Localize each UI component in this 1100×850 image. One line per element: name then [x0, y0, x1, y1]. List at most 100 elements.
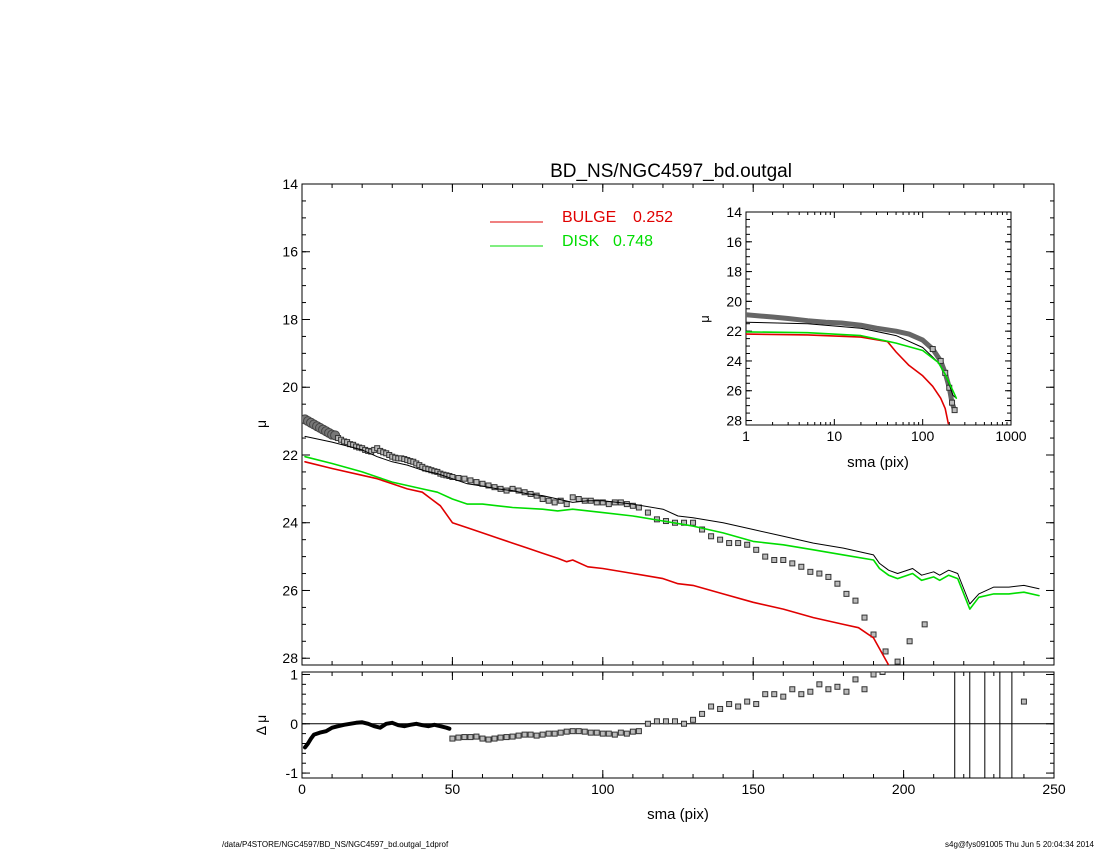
main-data-point: [753, 546, 760, 553]
residual-data-point: [852, 676, 859, 683]
residual-data-point: [671, 718, 678, 725]
main-data-point: [485, 482, 492, 489]
main-data-point: [539, 496, 546, 503]
main-data-point: [780, 556, 787, 563]
main-data-point: [563, 501, 570, 508]
residual-axis-ticks: 0 50 100 150 200 250-101: [286, 666, 1066, 797]
residual-data-point: [545, 730, 552, 737]
residual-data-point: [629, 728, 636, 735]
inset-y-tick-label: 18: [726, 264, 742, 280]
residual-data-point: [575, 728, 582, 735]
main-data-point: [551, 499, 558, 506]
main-data-point: [449, 474, 456, 481]
main-data-point: [882, 648, 889, 655]
inset-y-tick-label: 28: [726, 413, 742, 429]
main-data-point: [798, 563, 805, 570]
residual-x-tick-label: 200: [892, 781, 916, 797]
inset-x-tick-label: 100: [911, 428, 935, 444]
inset-x-tick-label: 1000: [995, 428, 1026, 444]
main-data-point: [894, 658, 901, 665]
residual-data-point: [879, 672, 886, 675]
residual-x-tick-label: 150: [742, 781, 766, 797]
residual-data-point: [825, 686, 832, 693]
residual-data-point: [479, 735, 486, 742]
main-data-point: [467, 477, 474, 484]
residual-data-point: [717, 705, 724, 712]
main-data-point: [569, 494, 576, 501]
residual-data-point: [491, 735, 498, 742]
inset-y-tick-label: 26: [726, 383, 742, 399]
main-data-point: [921, 621, 928, 628]
residual-data-point: [753, 701, 760, 708]
inset-data-point: [937, 357, 944, 364]
residual-x-tick-label: 100: [591, 781, 615, 797]
residual-y-tick-label: 0: [290, 716, 298, 732]
legend-disk-label: DISK: [562, 233, 600, 250]
residual-data-point: [681, 720, 688, 727]
residual-data-point: [744, 698, 751, 705]
residual-data-point: [870, 672, 877, 678]
residual-data-point: [611, 731, 618, 738]
residual-data-point: [587, 729, 594, 736]
residual-x-axis-label: sma (pix): [647, 806, 709, 823]
inset-panel: μ sma (pix) 1 10 100 1000 14 16 18 20 22 24 26 28: [697, 204, 1027, 471]
residual-data-point: [533, 732, 540, 739]
residual-data-point: [653, 718, 660, 725]
main-axis-ticks: 14 16 18 20 22 24 26 28: [282, 176, 1055, 666]
main-data-point: [491, 484, 498, 491]
residual-y-tick-label: -1: [286, 765, 299, 781]
residual-data-point: [551, 730, 558, 737]
residual-data-point: [726, 701, 733, 708]
residual-data-point: [509, 733, 516, 740]
residual-data-point: [503, 734, 510, 741]
residual-y-axis-label: Δ μ: [253, 715, 269, 736]
main-data-point: [629, 502, 636, 509]
residual-data-point: [455, 734, 462, 741]
main-data-point: [735, 540, 742, 547]
inset-data-point: [951, 407, 958, 414]
inset-y-tick-label: 24: [726, 353, 742, 369]
residual-data-point: [461, 734, 468, 741]
main-data-point: [605, 501, 612, 508]
residual-data-point: [497, 734, 504, 741]
residual-series-group: [302, 672, 1054, 778]
main-title: BD_NS/NGC4597_bd.outgal: [550, 161, 792, 182]
main-data-point: [762, 553, 769, 560]
residual-data-point: [527, 731, 534, 738]
residual-x-tick-label: 250: [1042, 781, 1066, 797]
residual-data-point: [623, 730, 630, 737]
main-data-point: [515, 487, 522, 494]
residual-data-point: [789, 686, 796, 693]
residual-data-point: [780, 693, 787, 700]
inset-x-tick-label: 1: [742, 428, 750, 444]
main-data-point: [861, 614, 868, 621]
residual-data-point: [834, 683, 841, 690]
main-data-point: [533, 492, 540, 499]
main-panel: BD_NS/NGC4597_bd.outgal μ 14 16 18 20 22 24 26…: [253, 161, 1055, 666]
main-series-bulge: [304, 461, 890, 665]
inset-y-tick-label: 20: [726, 293, 742, 309]
main-data-point: [852, 597, 859, 604]
residual-data-point: [771, 691, 778, 698]
residual-data-point: [708, 703, 715, 710]
residual-data-point: [515, 732, 522, 739]
residual-data-point: [843, 688, 850, 695]
residual-data-point: [605, 730, 612, 737]
residual-data-point: [816, 681, 823, 688]
main-plot-frame: [301, 183, 1055, 666]
residual-data-point: [699, 710, 706, 717]
inset-series-disk: [746, 331, 958, 399]
residual-data-point: [1020, 698, 1027, 705]
main-data-point: [509, 485, 516, 492]
inset-x-axis-label: sma (pix): [847, 454, 909, 471]
main-y-axis-label: μ: [253, 420, 269, 428]
main-data-point: [807, 568, 814, 575]
main-data-point: [834, 580, 841, 587]
footer-file-path: /data/P4STORE/NGC4597/BD_NS/NGC4597_bd.o…: [222, 840, 449, 849]
residual-data-point: [644, 720, 651, 727]
main-data-point: [717, 536, 724, 543]
residual-x-tick-label: 50: [445, 781, 461, 797]
footer-timestamp: s4g@fys091005 Thu Jun 5 20:04:34 2014: [945, 840, 1094, 849]
main-y-tick-label: 24: [282, 515, 298, 531]
residual-data-point: [762, 691, 769, 698]
